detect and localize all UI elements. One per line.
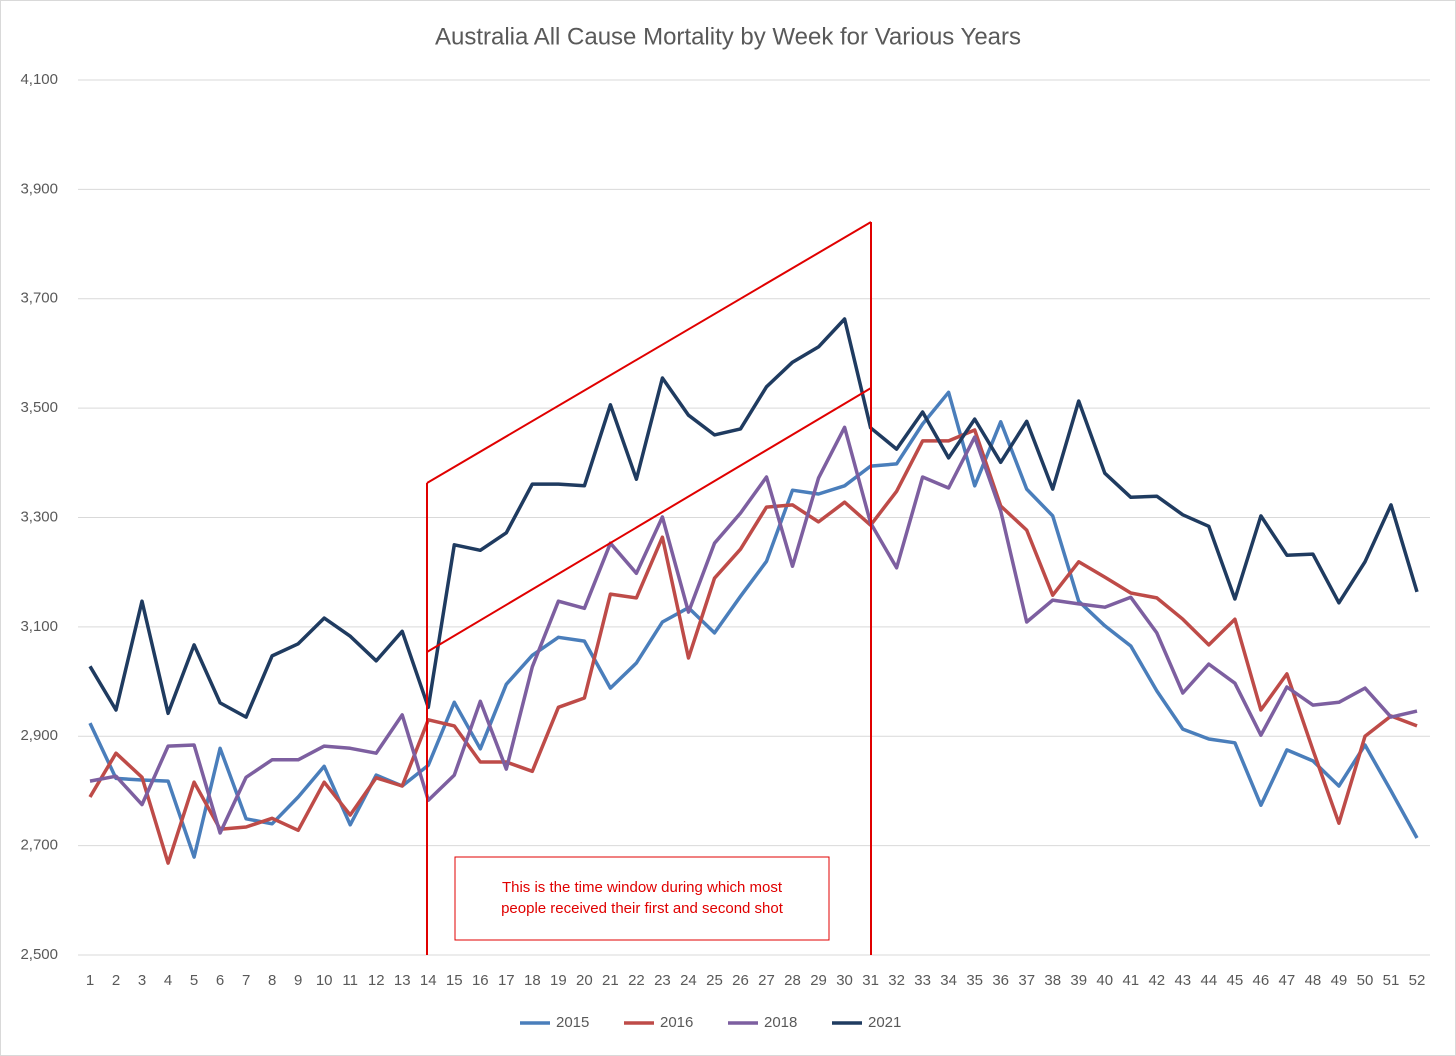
x-tick-label: 26 <box>732 972 749 989</box>
x-tick-label: 6 <box>216 972 224 989</box>
x-tick-label: 48 <box>1305 972 1322 989</box>
x-tick-label: 5 <box>190 972 198 989</box>
x-tick-label: 47 <box>1279 972 1296 989</box>
annotation-text: people received their first and second s… <box>501 900 784 917</box>
x-tick-label: 50 <box>1357 972 1374 989</box>
series-line <box>88 317 1419 719</box>
annotation-shapes <box>426 221 872 955</box>
x-tick-label: 43 <box>1174 972 1191 989</box>
y-tick-label: 3,900 <box>20 180 58 197</box>
x-tick-label: 40 <box>1096 972 1113 989</box>
x-tick-label: 13 <box>394 972 411 989</box>
legend-label: 2016 <box>660 1014 693 1031</box>
x-tick-label: 21 <box>602 972 619 989</box>
y-tick-label: 3,500 <box>20 399 58 416</box>
x-tick-label: 12 <box>368 972 385 989</box>
legend-label: 2021 <box>868 1014 901 1031</box>
x-tick-label: 30 <box>836 972 853 989</box>
series-line <box>88 390 1419 859</box>
series-line <box>89 425 1418 835</box>
x-tick-label: 9 <box>294 972 302 989</box>
x-tick-label: 31 <box>862 972 879 989</box>
x-tick-label: 18 <box>524 972 541 989</box>
x-tick-label: 2 <box>112 972 120 989</box>
x-tick-label: 23 <box>654 972 671 989</box>
x-tick-label: 38 <box>1044 972 1061 989</box>
x-tick-label: 11 <box>342 972 358 989</box>
chart-title: Australia All Cause Mortality by Week fo… <box>435 23 1021 50</box>
x-tick-label: 39 <box>1070 972 1087 989</box>
y-tick-label: 2,900 <box>20 727 58 744</box>
x-tick-label: 25 <box>706 972 723 989</box>
legend-label: 2015 <box>556 1014 589 1031</box>
x-tick-label: 10 <box>316 972 333 989</box>
x-tick-label: 34 <box>940 972 957 989</box>
x-tick-label: 44 <box>1200 972 1217 989</box>
grid: 2,500 2,700 2,900 3,100 3,300 3,500 3,700 3,900… <box>20 71 1430 989</box>
x-tick-label: 33 <box>914 972 931 989</box>
x-tick-label: 28 <box>784 972 801 989</box>
x-tick-label: 41 <box>1122 972 1139 989</box>
y-tick-label: 2,700 <box>20 837 58 854</box>
x-tick-label: 3 <box>138 972 146 989</box>
x-tick-label: 1 <box>86 972 94 989</box>
x-tick-label: 29 <box>810 972 827 989</box>
x-tick-label: 32 <box>888 972 905 989</box>
series-line <box>88 428 1418 865</box>
y-tick-label: 2,500 <box>20 946 58 963</box>
x-tick-label: 24 <box>680 972 697 989</box>
x-tick-label: 49 <box>1331 972 1348 989</box>
x-tick-label: 8 <box>268 972 276 989</box>
x-tick-label: 42 <box>1148 972 1165 989</box>
y-tick-label: 3,300 <box>20 508 58 525</box>
x-tick-label: 37 <box>1018 972 1035 989</box>
x-tick-label: 52 <box>1409 972 1426 989</box>
x-tick-label: 36 <box>992 972 1009 989</box>
x-tick-label: 22 <box>628 972 645 989</box>
series-lines <box>88 317 1419 865</box>
x-tick-label: 27 <box>758 972 775 989</box>
x-tick-label: 17 <box>498 972 515 989</box>
x-tick-label: 51 <box>1383 972 1400 989</box>
x-tick-label: 35 <box>966 972 983 989</box>
x-tick-label: 7 <box>242 972 250 989</box>
annotation-line <box>426 387 872 653</box>
y-tick-label: 3,700 <box>20 290 58 307</box>
x-tick-label: 4 <box>164 972 172 989</box>
x-tick-label: 19 <box>550 972 567 989</box>
y-tick-label: 4,100 <box>20 71 58 88</box>
x-tick-label: 15 <box>446 972 463 989</box>
x-tick-label: 45 <box>1227 972 1244 989</box>
x-tick-label: 14 <box>420 972 437 989</box>
x-tick-label: 46 <box>1253 972 1270 989</box>
x-tick-label: 16 <box>472 972 489 989</box>
annotation-text: This is the time window during which mos… <box>502 879 783 896</box>
legend: 2015 2016 2018 2021 <box>520 1014 901 1031</box>
annotation-box <box>454 856 830 941</box>
x-tick-label: 20 <box>576 972 593 989</box>
legend-label: 2018 <box>764 1014 797 1031</box>
annotation-line <box>426 221 872 484</box>
y-tick-label: 3,100 <box>20 618 58 635</box>
